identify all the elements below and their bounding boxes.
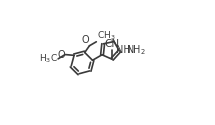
Text: CH$_3$: CH$_3$ [97,29,115,42]
Text: NH: NH [116,45,131,55]
Text: CN: CN [104,39,120,49]
Text: O: O [58,50,66,60]
Text: NH$_2$: NH$_2$ [126,43,146,57]
Text: O: O [81,35,89,45]
Text: H$_3$C: H$_3$C [39,53,58,65]
